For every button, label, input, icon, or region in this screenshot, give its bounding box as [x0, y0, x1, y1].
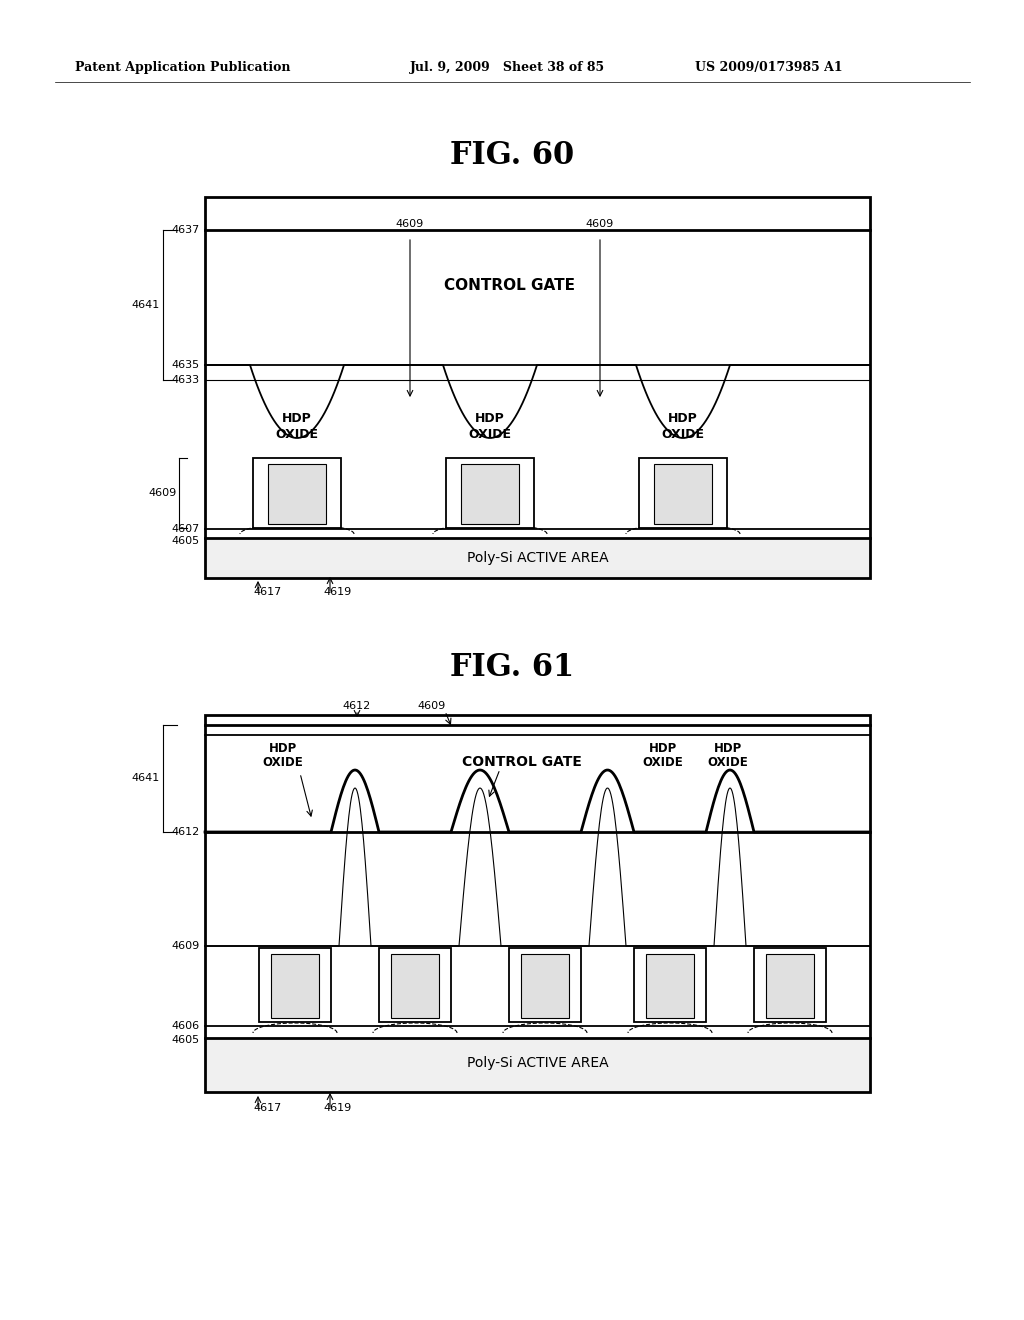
Text: OXIDE: OXIDE	[469, 428, 512, 441]
Text: OXIDE: OXIDE	[662, 428, 705, 441]
Text: 4609: 4609	[396, 219, 424, 228]
Text: HDP: HDP	[714, 742, 742, 755]
Bar	[461, 465, 519, 524]
Text: 4609: 4609	[148, 488, 177, 498]
Text: FIG. 61: FIG. 61	[450, 652, 574, 684]
Bar	[271, 954, 319, 1018]
Text: CONTROL GATE: CONTROL GATE	[444, 277, 575, 293]
Text: HDP: HDP	[475, 412, 505, 425]
Text: HDP: HDP	[668, 412, 698, 425]
Text: Patent Application Publication: Patent Application Publication	[75, 62, 291, 74]
Bar	[205, 715, 870, 1092]
Text: HDP: HDP	[649, 742, 677, 755]
Text: 4606: 4606	[172, 1020, 200, 1031]
Bar	[766, 954, 814, 1018]
Text: 4605: 4605	[172, 536, 200, 546]
Text: HDP: HDP	[269, 742, 297, 755]
Bar	[639, 458, 727, 528]
Text: 4607: 4607	[172, 524, 200, 535]
Bar	[379, 948, 451, 1022]
Text: 4612: 4612	[172, 828, 200, 837]
Text: 4635: 4635	[172, 360, 200, 370]
Text: Poly-Si ACTIVE AREA: Poly-Si ACTIVE AREA	[467, 550, 608, 565]
Bar	[654, 465, 712, 524]
Bar	[391, 954, 439, 1018]
Text: 4641: 4641	[132, 300, 160, 310]
Text: 4619: 4619	[324, 587, 352, 597]
Bar	[268, 465, 326, 524]
Bar	[634, 948, 706, 1022]
Text: 4605: 4605	[172, 1035, 200, 1045]
Text: 4609: 4609	[586, 219, 614, 228]
Bar	[521, 954, 569, 1018]
Bar	[646, 954, 694, 1018]
Text: 4617: 4617	[254, 1104, 283, 1113]
Text: OXIDE: OXIDE	[708, 755, 749, 768]
Text: OXIDE: OXIDE	[275, 428, 318, 441]
Text: Poly-Si ACTIVE AREA: Poly-Si ACTIVE AREA	[467, 1056, 608, 1071]
Text: Jul. 9, 2009   Sheet 38 of 85: Jul. 9, 2009 Sheet 38 of 85	[410, 62, 605, 74]
Bar	[754, 948, 826, 1022]
Text: FIG. 60: FIG. 60	[450, 140, 574, 170]
Text: 4612: 4612	[343, 701, 371, 711]
Text: OXIDE: OXIDE	[262, 755, 303, 768]
Text: 4641: 4641	[132, 774, 160, 783]
Text: 4617: 4617	[254, 587, 283, 597]
Text: 4609: 4609	[418, 701, 446, 711]
Bar	[259, 948, 331, 1022]
Bar	[446, 458, 534, 528]
Text: CONTROL GATE: CONTROL GATE	[462, 755, 582, 770]
Text: 4637: 4637	[172, 224, 200, 235]
Bar	[205, 197, 870, 578]
Bar	[205, 230, 870, 366]
Bar	[509, 948, 581, 1022]
Text: OXIDE: OXIDE	[643, 755, 683, 768]
Text: 4619: 4619	[324, 1104, 352, 1113]
Text: US 2009/0173985 A1: US 2009/0173985 A1	[695, 62, 843, 74]
Text: HDP: HDP	[283, 412, 312, 425]
Text: 4633: 4633	[172, 375, 200, 385]
Text: 4609: 4609	[172, 941, 200, 950]
Bar	[205, 725, 870, 832]
Bar	[253, 458, 341, 528]
